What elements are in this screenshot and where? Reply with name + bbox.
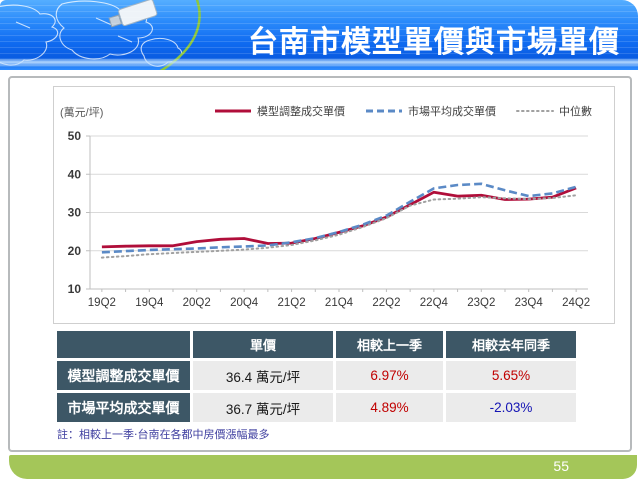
legend-label: 模型調整成交單價 xyxy=(257,106,345,118)
x-tick-label: 23Q2 xyxy=(467,297,495,309)
chart-legend: 模型調整成交單價 市場平均成交單價 中位數 xyxy=(214,103,592,119)
legend-swatch-icon xyxy=(516,110,554,112)
legend-item: 中位數 xyxy=(516,103,592,119)
table-cell-unit_price: 36.4 萬元/坪 xyxy=(193,361,333,390)
price-table: 單價 相較上一季 相較去年同季模型調整成交單價 36.4 萬元/坪 6.97% 5.65%… xyxy=(57,331,576,422)
table-cell-qoq: 4.89% xyxy=(336,393,443,422)
legend-item: 市場平均成交單價 xyxy=(365,103,496,119)
x-tick-label: 20Q4 xyxy=(230,297,259,309)
x-tick-label: 19Q2 xyxy=(88,297,116,309)
note-text: 註：相較上一季‧台南在各都中房價漲幅最多 xyxy=(57,429,270,441)
chart-panel: (萬元/坪) 模型調整成交單價 市場平均成交單價 中位數 10 20 30 40 50 19Q… xyxy=(53,86,615,324)
table-header-cell: 相較上一季 xyxy=(336,331,443,358)
chart-unit-label: (萬元/坪) xyxy=(60,107,104,119)
header-glow xyxy=(0,58,638,67)
legend-swatch-icon xyxy=(366,109,402,113)
table-cell-unit_price: 36.7 萬元/坪 xyxy=(193,393,333,422)
footer-bar: 55 xyxy=(9,455,637,479)
table-header-cell: 相較去年同季 xyxy=(446,331,576,358)
y-tick-label: 10 xyxy=(68,282,82,296)
series-line-dashed xyxy=(101,182,577,254)
x-tick-label: 22Q4 xyxy=(420,297,449,309)
x-tick-label: 23Q4 xyxy=(515,297,544,309)
table-header-cell xyxy=(57,331,190,358)
y-tick-label: 20 xyxy=(68,244,82,258)
table-header-cell: 單價 xyxy=(193,331,333,358)
x-tick-label: 21Q2 xyxy=(278,297,306,309)
table-cell-yoy: 5.65% xyxy=(446,361,576,390)
x-tick-label: 20Q2 xyxy=(183,297,211,309)
series-line-solid xyxy=(101,186,577,249)
y-tick-label: 40 xyxy=(68,167,82,181)
y-tick-label: 50 xyxy=(68,129,82,143)
page-title: 台南市模型單價與市場單價 xyxy=(248,26,620,59)
legend-item: 模型調整成交單價 xyxy=(214,103,345,119)
table-cell-qoq: 6.97% xyxy=(336,361,443,390)
x-tick-label: 21Q4 xyxy=(325,297,354,309)
price-chart-svg: 10 20 30 40 50 19Q2 19Q4 20Q2 20Q4 21Q2 21Q4 22Q2 22… xyxy=(68,129,591,309)
table-cell-yoy: -2.03% xyxy=(446,393,576,422)
x-tick-label: 19Q4 xyxy=(135,297,164,309)
table-row-label: 市場平均成交單價 xyxy=(57,393,190,422)
legend-label: 中位數 xyxy=(559,106,592,118)
x-tick-label: 22Q2 xyxy=(372,297,400,309)
y-tick-label: 30 xyxy=(68,206,82,220)
legend-swatch-icon xyxy=(215,109,251,113)
x-tick-label: 24Q2 xyxy=(562,297,590,309)
world-map-graphic xyxy=(0,0,201,70)
page-number: 55 xyxy=(553,458,569,474)
series-line-dotted xyxy=(100,194,578,259)
table-row-label: 模型調整成交單價 xyxy=(57,361,190,390)
header-banner: 台南市模型單價與市場單價 xyxy=(0,0,638,70)
legend-label: 市場平均成交單價 xyxy=(408,106,496,118)
